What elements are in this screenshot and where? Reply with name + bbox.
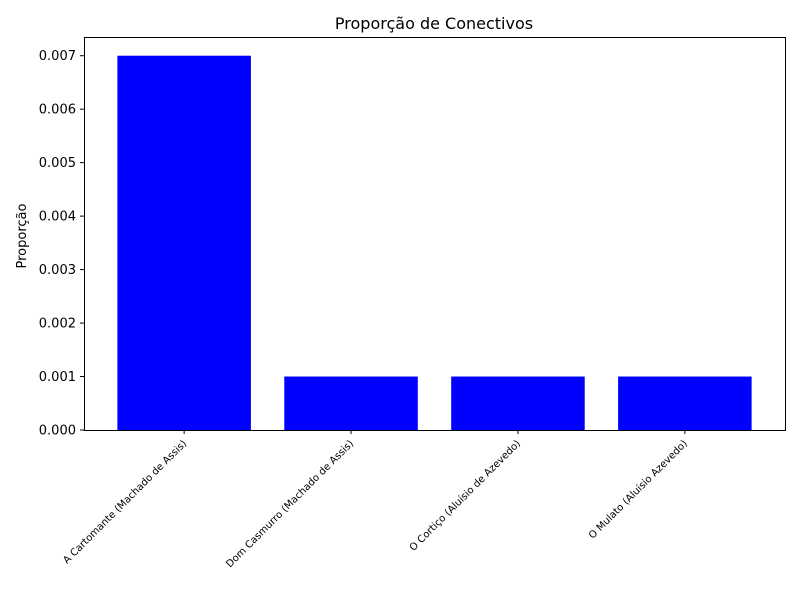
bar [618,376,752,430]
y-tick-label: 0.004 [39,210,76,225]
x-tick-label: A Cartomante (Machado de Assis) [61,438,189,566]
y-tick-label: 0.002 [39,317,76,332]
bar [284,376,418,430]
y-axis-label: Proporção [15,203,30,268]
bar [117,55,251,430]
bars-group [117,55,752,430]
y-axis: 0.000 0.001 0.002 0.003 0.004 0.005 0.006 0.007 [39,49,84,439]
x-axis: A Cartomante (Machado de Assis) Dom Casmu… [61,430,690,570]
x-tick-label: O Cortiço (Aluísio de Azevedo) [407,438,523,554]
plot-frame [84,37,786,431]
y-tick-label: 0.006 [39,103,76,118]
y-tick-label: 0.000 [39,424,76,439]
x-tick-label: O Mulato (Aluísio Azevedo) [586,438,690,542]
y-tick-label: 0.007 [39,49,76,64]
y-tick-label: 0.003 [39,263,76,278]
chart-title: Proporção de Conectivos [335,14,533,33]
y-tick-label: 0.005 [39,156,76,171]
bar [451,376,585,430]
y-tick-label: 0.001 [39,370,76,385]
x-tick-label: Dom Casmurro (Machado de Assis) [224,438,356,570]
